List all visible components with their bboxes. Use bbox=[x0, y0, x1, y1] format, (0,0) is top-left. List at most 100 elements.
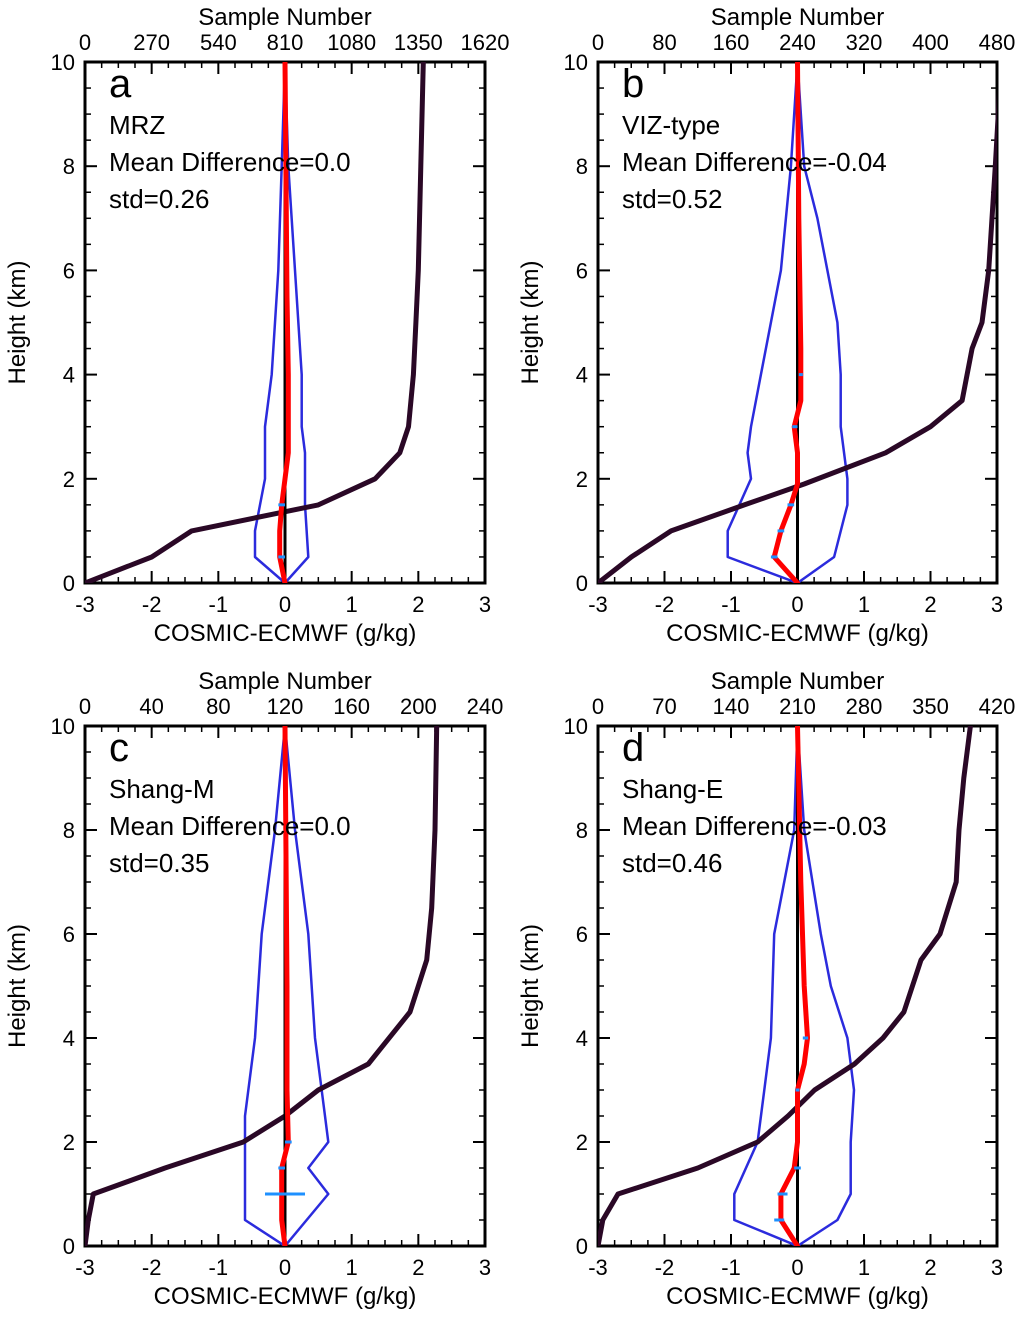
y-tick-label: 8 bbox=[576, 818, 588, 843]
annotation-line: std=0.46 bbox=[622, 848, 722, 878]
y-axis-title: Height (km) bbox=[4, 924, 31, 1048]
y-tick-label: 6 bbox=[63, 258, 75, 283]
series-mean bbox=[279, 726, 291, 1246]
plot-area bbox=[85, 726, 440, 1246]
annotation-line: std=0.52 bbox=[622, 184, 722, 214]
x2-tick-label: 140 bbox=[713, 694, 750, 719]
x-tick-label: -3 bbox=[588, 592, 608, 617]
x2-axis-title: Sample Number bbox=[198, 4, 371, 31]
x-tick-label: 2 bbox=[412, 1255, 424, 1280]
y-tick-label: 8 bbox=[63, 818, 75, 843]
annotation-line: std=0.26 bbox=[109, 184, 209, 214]
x-tick-label: 0 bbox=[279, 1255, 291, 1280]
y-tick-label: 2 bbox=[576, 467, 588, 492]
series-mean bbox=[771, 62, 804, 583]
x-tick-label: -3 bbox=[588, 1255, 608, 1280]
x-tick-label: -1 bbox=[721, 1255, 741, 1280]
x2-tick-label: 70 bbox=[652, 694, 676, 719]
x-axis-title: COSMIC-ECMWF (g/kg) bbox=[154, 620, 417, 647]
series-mean-minus-std bbox=[243, 726, 287, 1246]
x2-tick-label: 0 bbox=[79, 30, 91, 55]
x-tick-label: -2 bbox=[142, 1255, 162, 1280]
y-tick-label: 6 bbox=[576, 922, 588, 947]
y-tick-label: 10 bbox=[51, 50, 75, 75]
x2-tick-label: 0 bbox=[592, 694, 604, 719]
x2-tick-label: 350 bbox=[912, 694, 949, 719]
x2-tick-label: 1350 bbox=[394, 30, 443, 55]
y-tick-label: 0 bbox=[63, 571, 75, 596]
x2-tick-label: 400 bbox=[912, 30, 949, 55]
series-sample-number bbox=[85, 726, 440, 1246]
plot-area bbox=[598, 62, 997, 583]
annotation-line: Mean Difference=0.0 bbox=[109, 147, 351, 177]
x-tick-label: 1 bbox=[858, 592, 870, 617]
series-mean-plus-std bbox=[796, 62, 849, 583]
x-tick-label: 2 bbox=[924, 1255, 936, 1280]
y-axis-title: Height (km) bbox=[517, 924, 544, 1048]
y-tick-label: 8 bbox=[576, 154, 588, 179]
x-tick-label: -3 bbox=[75, 592, 95, 617]
x-tick-label: -1 bbox=[209, 592, 229, 617]
y-tick-label: 4 bbox=[576, 1026, 588, 1051]
series-sample-number bbox=[85, 62, 426, 583]
x2-tick-label: 480 bbox=[979, 30, 1016, 55]
series-sample-number bbox=[598, 726, 973, 1246]
x2-tick-label: 420 bbox=[979, 694, 1016, 719]
series-mean bbox=[277, 62, 291, 583]
annotation-line: Shang-E bbox=[622, 774, 723, 804]
panel-letter: a bbox=[109, 62, 132, 106]
y-tick-label: 6 bbox=[576, 258, 588, 283]
y-tick-label: 4 bbox=[63, 1026, 75, 1051]
x2-axis-title: Sample Number bbox=[711, 4, 884, 31]
annotation-line: std=0.35 bbox=[109, 848, 209, 878]
x-axis-title: COSMIC-ECMWF (g/kg) bbox=[154, 1283, 417, 1310]
series-mean-minus-std bbox=[733, 726, 799, 1246]
x-tick-label: 3 bbox=[991, 1255, 1003, 1280]
x2-tick-label: 270 bbox=[133, 30, 170, 55]
x-tick-label: 0 bbox=[279, 592, 291, 617]
annotation-line: Mean Difference=-0.03 bbox=[622, 811, 887, 841]
x-axis-title: COSMIC-ECMWF (g/kg) bbox=[666, 620, 929, 647]
x-tick-label: -2 bbox=[142, 592, 162, 617]
x2-tick-label: 0 bbox=[592, 30, 604, 55]
y-tick-label: 2 bbox=[63, 1130, 75, 1155]
annotation-line: Mean Difference=-0.04 bbox=[622, 147, 887, 177]
x2-tick-label: 200 bbox=[400, 694, 437, 719]
y-tick-label: 8 bbox=[63, 154, 75, 179]
y-axis-title: Height (km) bbox=[517, 260, 544, 384]
x2-tick-label: 1620 bbox=[461, 30, 510, 55]
y-axis-title: Height (km) bbox=[4, 260, 31, 384]
x-tick-label: 3 bbox=[479, 1255, 491, 1280]
x2-tick-label: 160 bbox=[713, 30, 750, 55]
y-tick-label: 0 bbox=[576, 571, 588, 596]
x2-tick-label: 240 bbox=[467, 694, 504, 719]
y-tick-label: 6 bbox=[63, 922, 75, 947]
x-tick-label: 3 bbox=[479, 592, 491, 617]
x-tick-label: -3 bbox=[75, 1255, 95, 1280]
panel-letter: d bbox=[622, 726, 644, 770]
x-tick-label: 1 bbox=[858, 1255, 870, 1280]
x-tick-label: 3 bbox=[991, 592, 1003, 617]
x2-tick-label: 280 bbox=[846, 694, 883, 719]
panel-letter: c bbox=[109, 726, 129, 770]
x2-tick-label: 1080 bbox=[327, 30, 376, 55]
series-mean-minus-std bbox=[726, 62, 799, 583]
x-tick-label: -2 bbox=[655, 1255, 675, 1280]
x2-tick-label: 40 bbox=[139, 694, 163, 719]
y-tick-label: 0 bbox=[63, 1234, 75, 1259]
x2-tick-label: 80 bbox=[652, 30, 676, 55]
x-tick-label: -1 bbox=[209, 1255, 229, 1280]
y-tick-label: 10 bbox=[564, 50, 588, 75]
y-tick-label: 2 bbox=[63, 467, 75, 492]
x-tick-label: 0 bbox=[791, 592, 803, 617]
series-mean-plus-std bbox=[283, 62, 310, 583]
series-mean-minus-std bbox=[253, 62, 287, 583]
annotation-line: Shang-M bbox=[109, 774, 215, 804]
y-tick-label: 4 bbox=[576, 363, 588, 388]
x2-tick-label: 540 bbox=[200, 30, 237, 55]
x-tick-label: -2 bbox=[655, 592, 675, 617]
